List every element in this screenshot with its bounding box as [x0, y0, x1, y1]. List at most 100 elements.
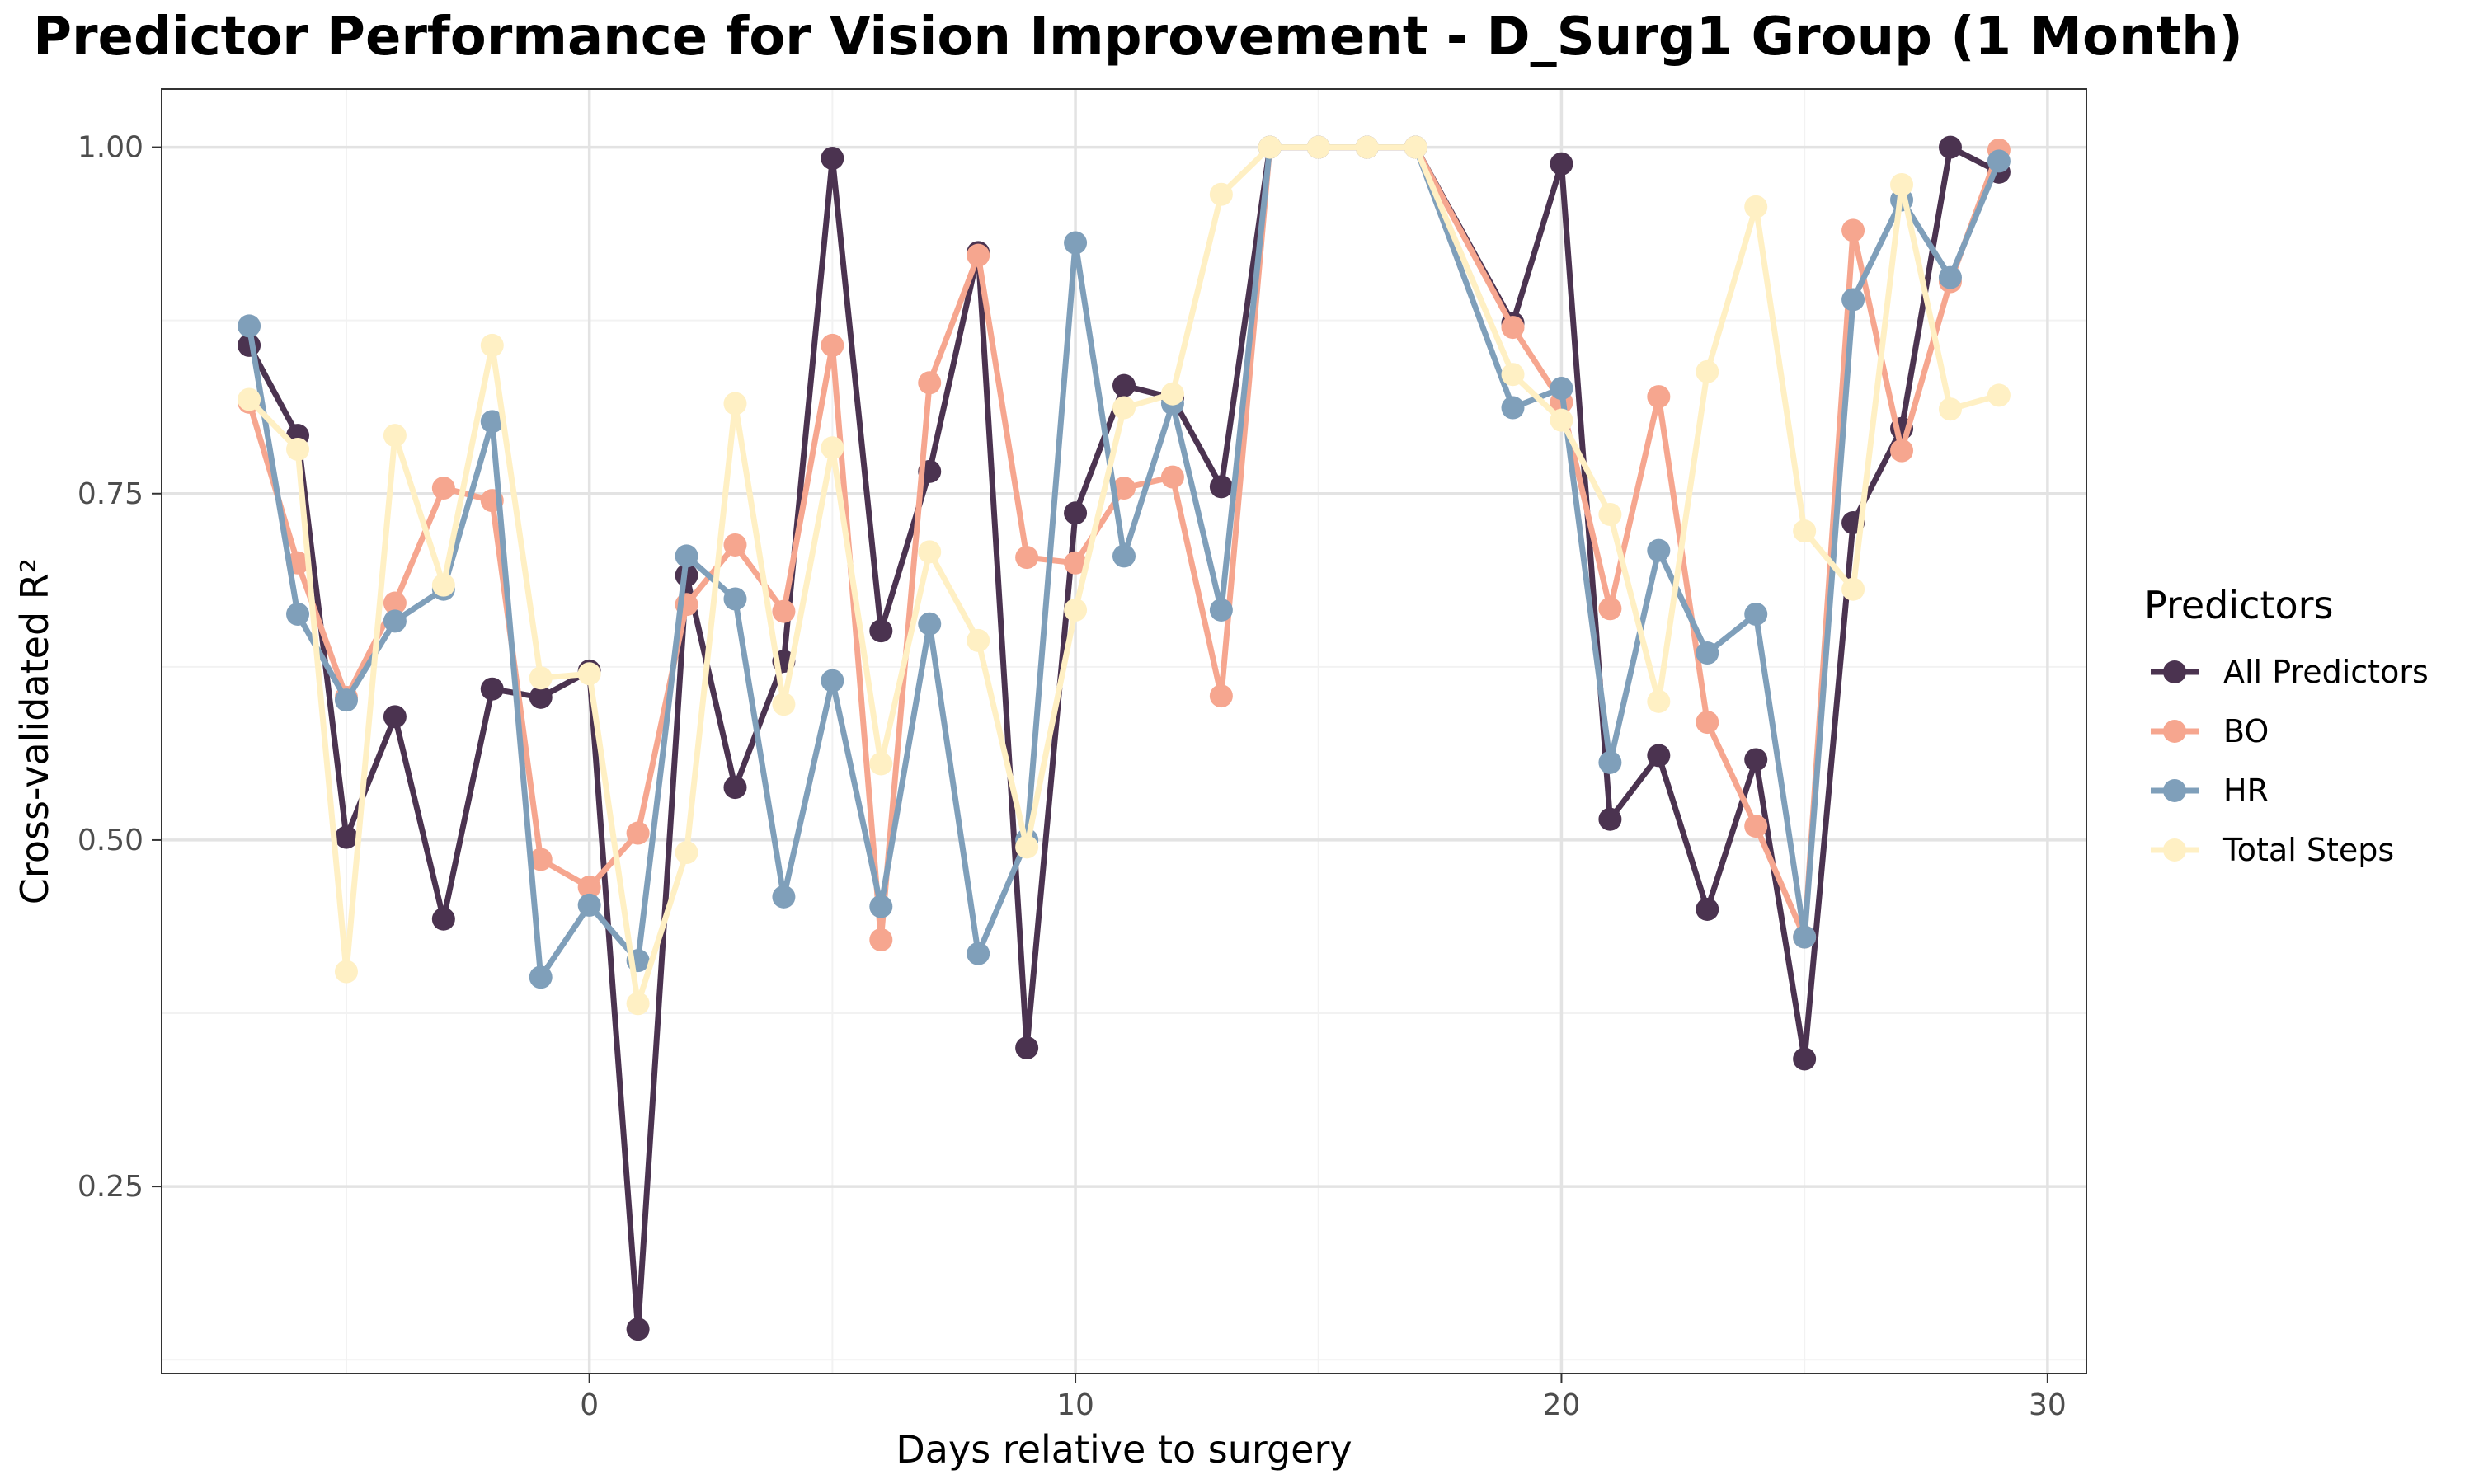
legend-label: All Predictors [2223, 654, 2429, 690]
x-tick-label: 0 [580, 1388, 599, 1422]
data-point [1550, 152, 1573, 176]
data-point [1064, 598, 1088, 622]
series-layer [238, 135, 2011, 1341]
data-point [723, 776, 747, 800]
data-point [675, 841, 698, 865]
x-tick-label: 30 [2029, 1388, 2067, 1422]
data-point [383, 424, 407, 448]
data-point [1598, 750, 1622, 774]
data-point [1647, 689, 1671, 713]
data-point [1793, 925, 1817, 949]
data-point [772, 885, 796, 909]
data-point [1890, 172, 1914, 196]
data-point [1647, 538, 1671, 562]
y-axis-title: Cross-validated R² [12, 558, 57, 904]
data-point [723, 392, 747, 416]
series-line [246, 144, 2002, 1007]
legend-title: Predictors [2144, 583, 2333, 627]
data-point [967, 942, 990, 965]
data-point [772, 693, 796, 716]
data-point [286, 602, 310, 626]
legend-key-point [2163, 779, 2186, 802]
data-point [1696, 359, 1719, 383]
data-point [918, 612, 942, 636]
data-point [480, 333, 504, 357]
data-point [1404, 135, 1427, 159]
data-point [1501, 316, 1525, 340]
data-point [1015, 546, 1039, 570]
data-point [334, 960, 358, 984]
data-point [334, 825, 358, 849]
data-point [529, 666, 553, 690]
data-point [1550, 408, 1573, 432]
data-point [1987, 149, 2011, 173]
data-point [238, 387, 261, 411]
x-axis-title: Days relative to surgery [896, 1427, 1352, 1472]
legend-item: All Predictors [2151, 654, 2429, 690]
data-point [821, 333, 844, 357]
data-point [675, 544, 698, 568]
data-point [431, 573, 455, 597]
data-point [1355, 135, 1379, 159]
data-point [334, 688, 358, 712]
data-point [383, 591, 407, 615]
legend-key-point [2163, 720, 2186, 743]
data-point [431, 907, 455, 931]
data-point [1938, 397, 1962, 421]
data-point [967, 628, 990, 652]
legend-label: HR [2223, 773, 2269, 809]
data-point [1209, 598, 1233, 622]
data-point [529, 965, 553, 989]
y-tick-label: 0.75 [78, 477, 143, 511]
data-point [1744, 195, 1768, 218]
y-tick-label: 1.00 [78, 131, 143, 165]
data-point [1112, 373, 1136, 397]
data-point [1598, 502, 1622, 526]
data-point [1112, 477, 1136, 500]
data-point [1501, 363, 1525, 387]
data-point [577, 876, 601, 899]
data-point [1938, 265, 1962, 289]
data-point [529, 685, 553, 709]
data-point [480, 677, 504, 701]
legend-items: All Predictors BO HR Total Steps [2151, 654, 2429, 868]
data-point [1258, 135, 1282, 159]
series-line [246, 144, 2002, 943]
data-point [1112, 396, 1136, 420]
legend-item: Total Steps [2151, 832, 2394, 868]
data-point [1064, 501, 1088, 525]
data-point [1696, 711, 1719, 735]
data-point [1696, 641, 1719, 665]
legend-label: Total Steps [2222, 832, 2394, 868]
data-point [918, 371, 942, 395]
data-point [1015, 835, 1039, 859]
data-point [1015, 1036, 1039, 1060]
data-point [1987, 383, 2011, 407]
data-point [1841, 218, 1865, 242]
data-point [529, 848, 553, 871]
y-tick-label: 0.25 [78, 1170, 143, 1204]
data-point [626, 821, 650, 845]
legend-item: HR [2151, 773, 2269, 809]
data-point [1160, 465, 1184, 489]
data-point [577, 893, 601, 917]
data-point [1744, 815, 1768, 838]
legend: Predictors All Predictors BO HR Total Steps [2144, 583, 2429, 868]
data-point [1550, 377, 1573, 401]
data-point [1647, 744, 1671, 768]
data-point [1160, 382, 1184, 406]
data-point [480, 410, 504, 434]
data-point [967, 243, 990, 267]
data-point [383, 705, 407, 729]
data-point [1209, 182, 1233, 206]
data-point [626, 992, 650, 1016]
data-point [577, 662, 601, 686]
data-point [1209, 475, 1233, 499]
data-point [1744, 602, 1768, 626]
data-point [1306, 135, 1330, 159]
y-tick-label: 0.50 [78, 824, 143, 857]
legend-key-point [2163, 660, 2186, 683]
data-point [1890, 439, 1914, 463]
